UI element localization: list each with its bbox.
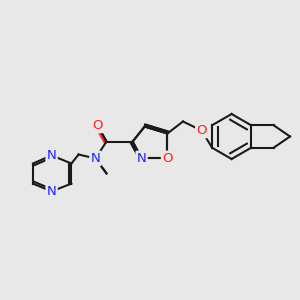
Text: O: O xyxy=(92,119,103,132)
Text: N: N xyxy=(47,149,56,162)
Text: N: N xyxy=(137,152,146,165)
Text: N: N xyxy=(91,152,100,165)
Text: O: O xyxy=(196,124,207,137)
Text: O: O xyxy=(162,152,173,165)
Text: N: N xyxy=(47,185,56,198)
